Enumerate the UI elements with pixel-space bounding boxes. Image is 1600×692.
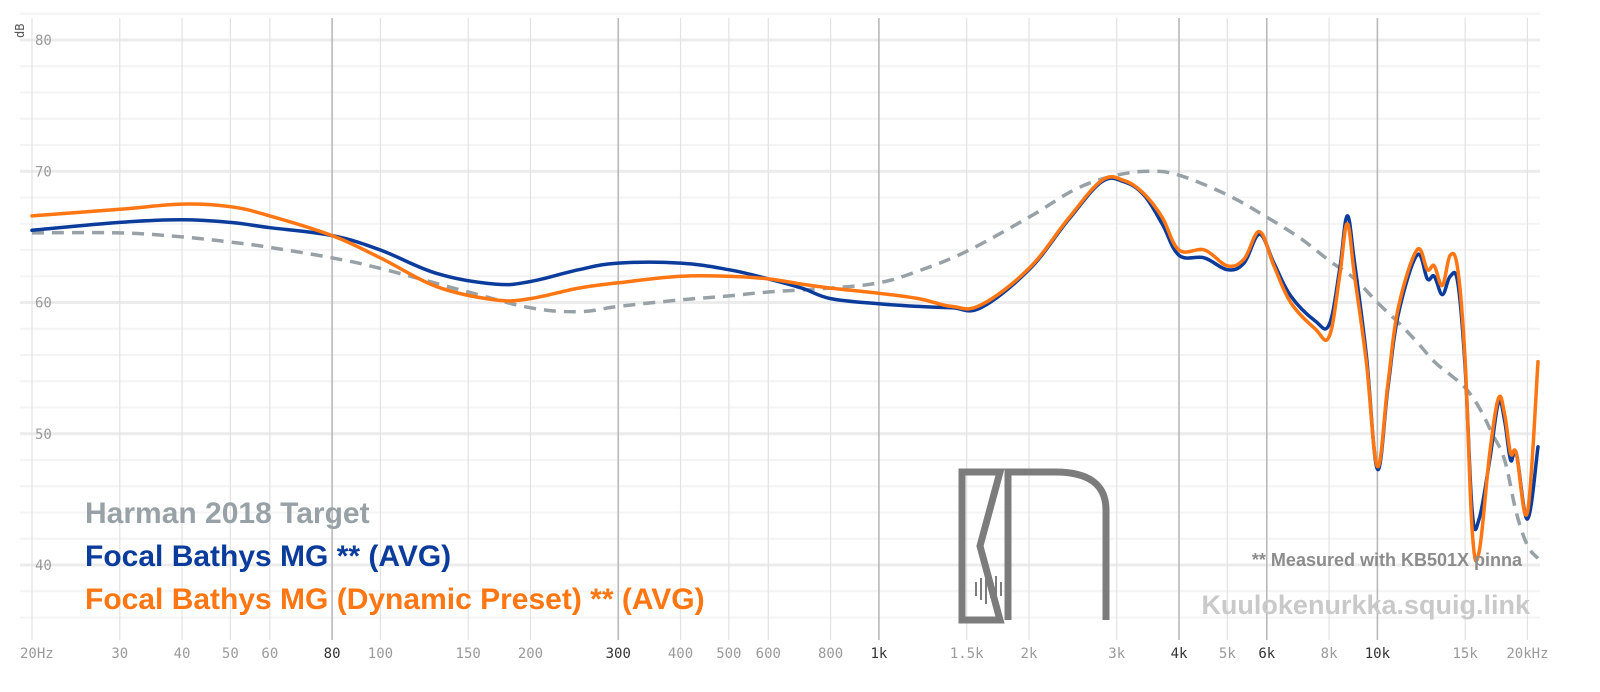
x-tick-label: 400 [668, 646, 693, 662]
x-tick-label: 30 [111, 646, 128, 662]
x-tick-label: 8k [1321, 646, 1338, 662]
logo-letter-n [1004, 468, 1110, 620]
series-lines [30, 169, 1540, 563]
x-tick-label: 150 [456, 646, 481, 662]
legend-item-bathys-mg-dynamic: Focal Bathys MG (Dynamic Preset) ** (AVG… [85, 583, 705, 616]
y-tick-label: 60 [35, 296, 52, 312]
y-axis-label: dB [13, 24, 27, 38]
site-watermark: Kuulokenurkka.squig.link [1201, 590, 1531, 620]
kn-logo [958, 468, 1110, 624]
x-tick-label: 4k [1171, 646, 1188, 662]
x-tick-label: 100 [368, 646, 393, 662]
x-tick-label: 40 [174, 646, 191, 662]
legend-item-target: Harman 2018 Target [85, 497, 370, 530]
y-tick-label: 50 [35, 427, 52, 443]
x-tick-label: 5k [1219, 646, 1236, 662]
x-tick-label: 1.5k [950, 646, 984, 662]
x-tick-label: 15k [1453, 646, 1479, 662]
x-tick-label: 500 [716, 646, 741, 662]
target-curve-line [31, 169, 1540, 560]
measurement-note: ** Measured with KB501X pinna [1252, 550, 1523, 570]
y-tick-label: 80 [35, 33, 52, 49]
bathys-mg-dynamic-line [30, 175, 1540, 563]
x-tick-label: 50 [222, 646, 239, 662]
horizontal-gridlines [20, 12, 1540, 619]
x-tick-label: 2k [1021, 646, 1038, 662]
x-tick-label: 600 [756, 646, 781, 662]
x-tick-label: 200 [518, 646, 543, 662]
logo-waveform-icon [975, 574, 1002, 604]
y-axis-ticks: 40 50 60 70 80 [35, 33, 52, 574]
y-tick-label: 40 [35, 558, 52, 574]
x-tick-label: 300 [606, 646, 631, 662]
x-tick-label: 1k [870, 646, 887, 662]
x-axis-ticks: 20Hz 30 40 50 60 80 100 150 200 300 400 500 600 800 1k… [20, 646, 1549, 662]
x-tick-label: 20kHz [1506, 646, 1548, 662]
vertical-gridlines [31, 18, 1529, 640]
x-tick-label: 20Hz [20, 646, 54, 662]
x-tick-label: 80 [324, 646, 341, 662]
legend-item-bathys-mg: Focal Bathys MG ** (AVG) [85, 540, 451, 573]
bathys-mg-line [30, 176, 1540, 532]
x-tick-label: 6k [1258, 646, 1275, 662]
x-tick-label: 10k [1365, 646, 1391, 662]
x-tick-label: 3k [1108, 646, 1125, 662]
x-tick-label: 800 [818, 646, 843, 662]
y-tick-label: 70 [35, 164, 52, 180]
legend: Harman 2018 Target Focal Bathys MG ** (AV… [85, 497, 705, 616]
x-tick-label: 60 [261, 646, 278, 662]
